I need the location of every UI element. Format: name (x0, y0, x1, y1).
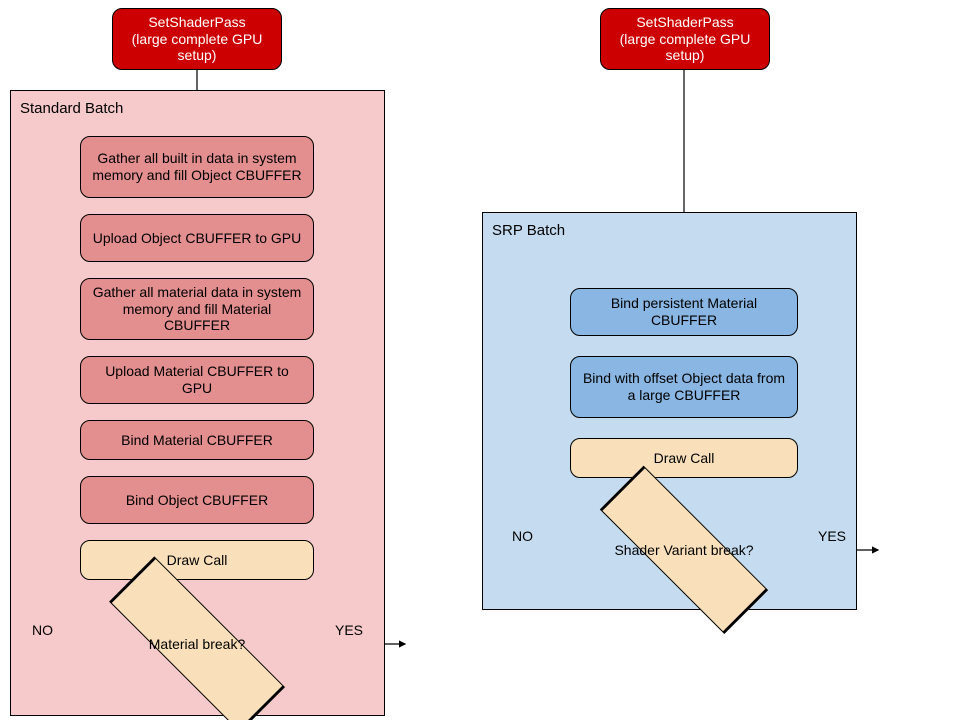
right-start-label: SetShaderPass (large complete GPU setup) (607, 14, 763, 64)
left-no-label: NO (32, 622, 53, 638)
right-decision: Shader Variant break? (559, 506, 809, 594)
std_upload_mat: Upload Material CBUFFER to GPU (80, 356, 314, 404)
std_draw: Draw Call (80, 540, 314, 580)
standard-batch-label: Standard Batch (20, 100, 123, 117)
left-decision: Material break? (67, 599, 327, 689)
std_gather_obj: Gather all built in data in system memor… (80, 136, 314, 198)
srp_bind_obj: Bind with offset Object data from a larg… (570, 356, 798, 418)
left-start-label: SetShaderPass (large complete GPU setup) (119, 14, 275, 64)
std_upload_obj: Upload Object CBUFFER to GPU (80, 214, 314, 262)
left-yes-label: YES (335, 622, 363, 638)
std_bind_obj: Bind Object CBUFFER (80, 476, 314, 524)
srp-batch-label: SRP Batch (492, 222, 565, 239)
srp_draw: Draw Call (570, 438, 798, 478)
std_bind_mat: Bind Material CBUFFER (80, 420, 314, 460)
right-start-node: SetShaderPass (large complete GPU setup) (600, 8, 770, 70)
srp_bind_mat: Bind persistent Material CBUFFER (570, 288, 798, 336)
right-yes-label: YES (818, 528, 846, 544)
std_gather_mat: Gather all material data in system memor… (80, 278, 314, 340)
left-start-node: SetShaderPass (large complete GPU setup) (112, 8, 282, 70)
right-no-label: NO (512, 528, 533, 544)
